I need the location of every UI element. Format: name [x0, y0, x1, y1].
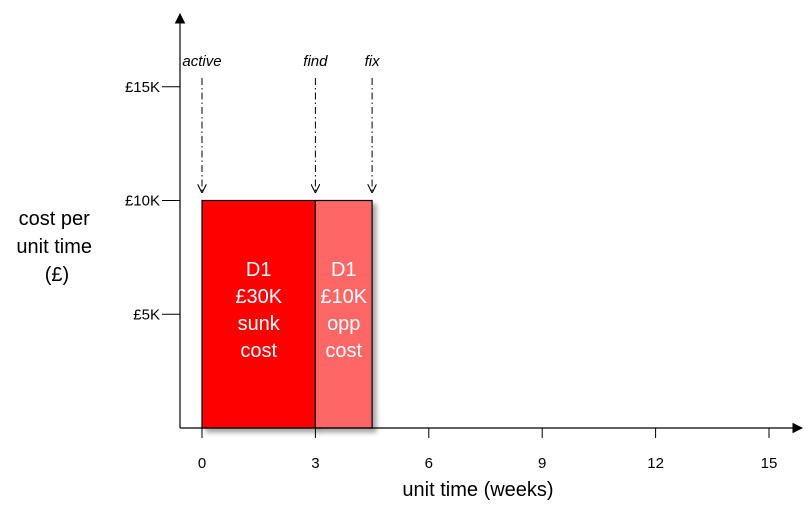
y-axis-ticks: £5K £10K £15K [125, 79, 180, 323]
cost-block-rect [314, 199, 373, 429]
x-tick-label: 12 [647, 455, 664, 472]
event-label: active [182, 53, 221, 70]
x-tick-label: 9 [538, 455, 546, 472]
cost-block-rect [201, 199, 317, 429]
cost-block-label-line: sunk [238, 313, 281, 335]
y-tick-label: £15K [125, 79, 160, 96]
event-label: find [303, 53, 328, 70]
y-axis-title: cost per unit time (£) [16, 208, 97, 286]
cost-block: D1 £10K opp cost [314, 199, 373, 429]
y-axis-title-line-1: cost per [19, 208, 90, 230]
event-marker: fix [365, 53, 381, 193]
cost-block-label-line: D1 [331, 259, 357, 281]
x-tick-label: 6 [425, 455, 433, 472]
event-markers: active find fix [182, 53, 380, 193]
cost-block-label-line: D1 [246, 259, 272, 281]
cost-block-label-line: cost [325, 340, 362, 362]
event-marker: find [303, 53, 328, 193]
y-tick-label: £5K [133, 306, 160, 323]
cost-block: D1 £30K sunk cost [201, 199, 317, 429]
x-axis-title: unit time (weeks) [402, 479, 553, 501]
cost-block-label: D1 £10K opp cost [320, 259, 367, 362]
cost-block-label-line: opp [327, 313, 360, 335]
cost-block-label-line: cost [240, 340, 277, 362]
cost-block-label-line: £30K [235, 286, 282, 308]
x-tick-label: 3 [311, 455, 319, 472]
y-axis-title-line-2: unit time [16, 236, 92, 258]
event-label: fix [365, 53, 381, 70]
cost-block-label: D1 £30K sunk cost [235, 259, 282, 362]
x-tick-label: 0 [198, 455, 206, 472]
y-tick-label: £10K [125, 193, 160, 210]
cost-block-label-line: £10K [320, 286, 367, 308]
cost-blocks: D1 £30K sunk cost D1 £10K opp cost [201, 199, 373, 429]
x-axis-ticks: 0 3 6 9 12 15 [198, 428, 778, 472]
y-axis-title-line-3: (£) [45, 264, 69, 286]
event-marker: active [182, 53, 222, 193]
x-tick-label: 15 [761, 455, 778, 472]
